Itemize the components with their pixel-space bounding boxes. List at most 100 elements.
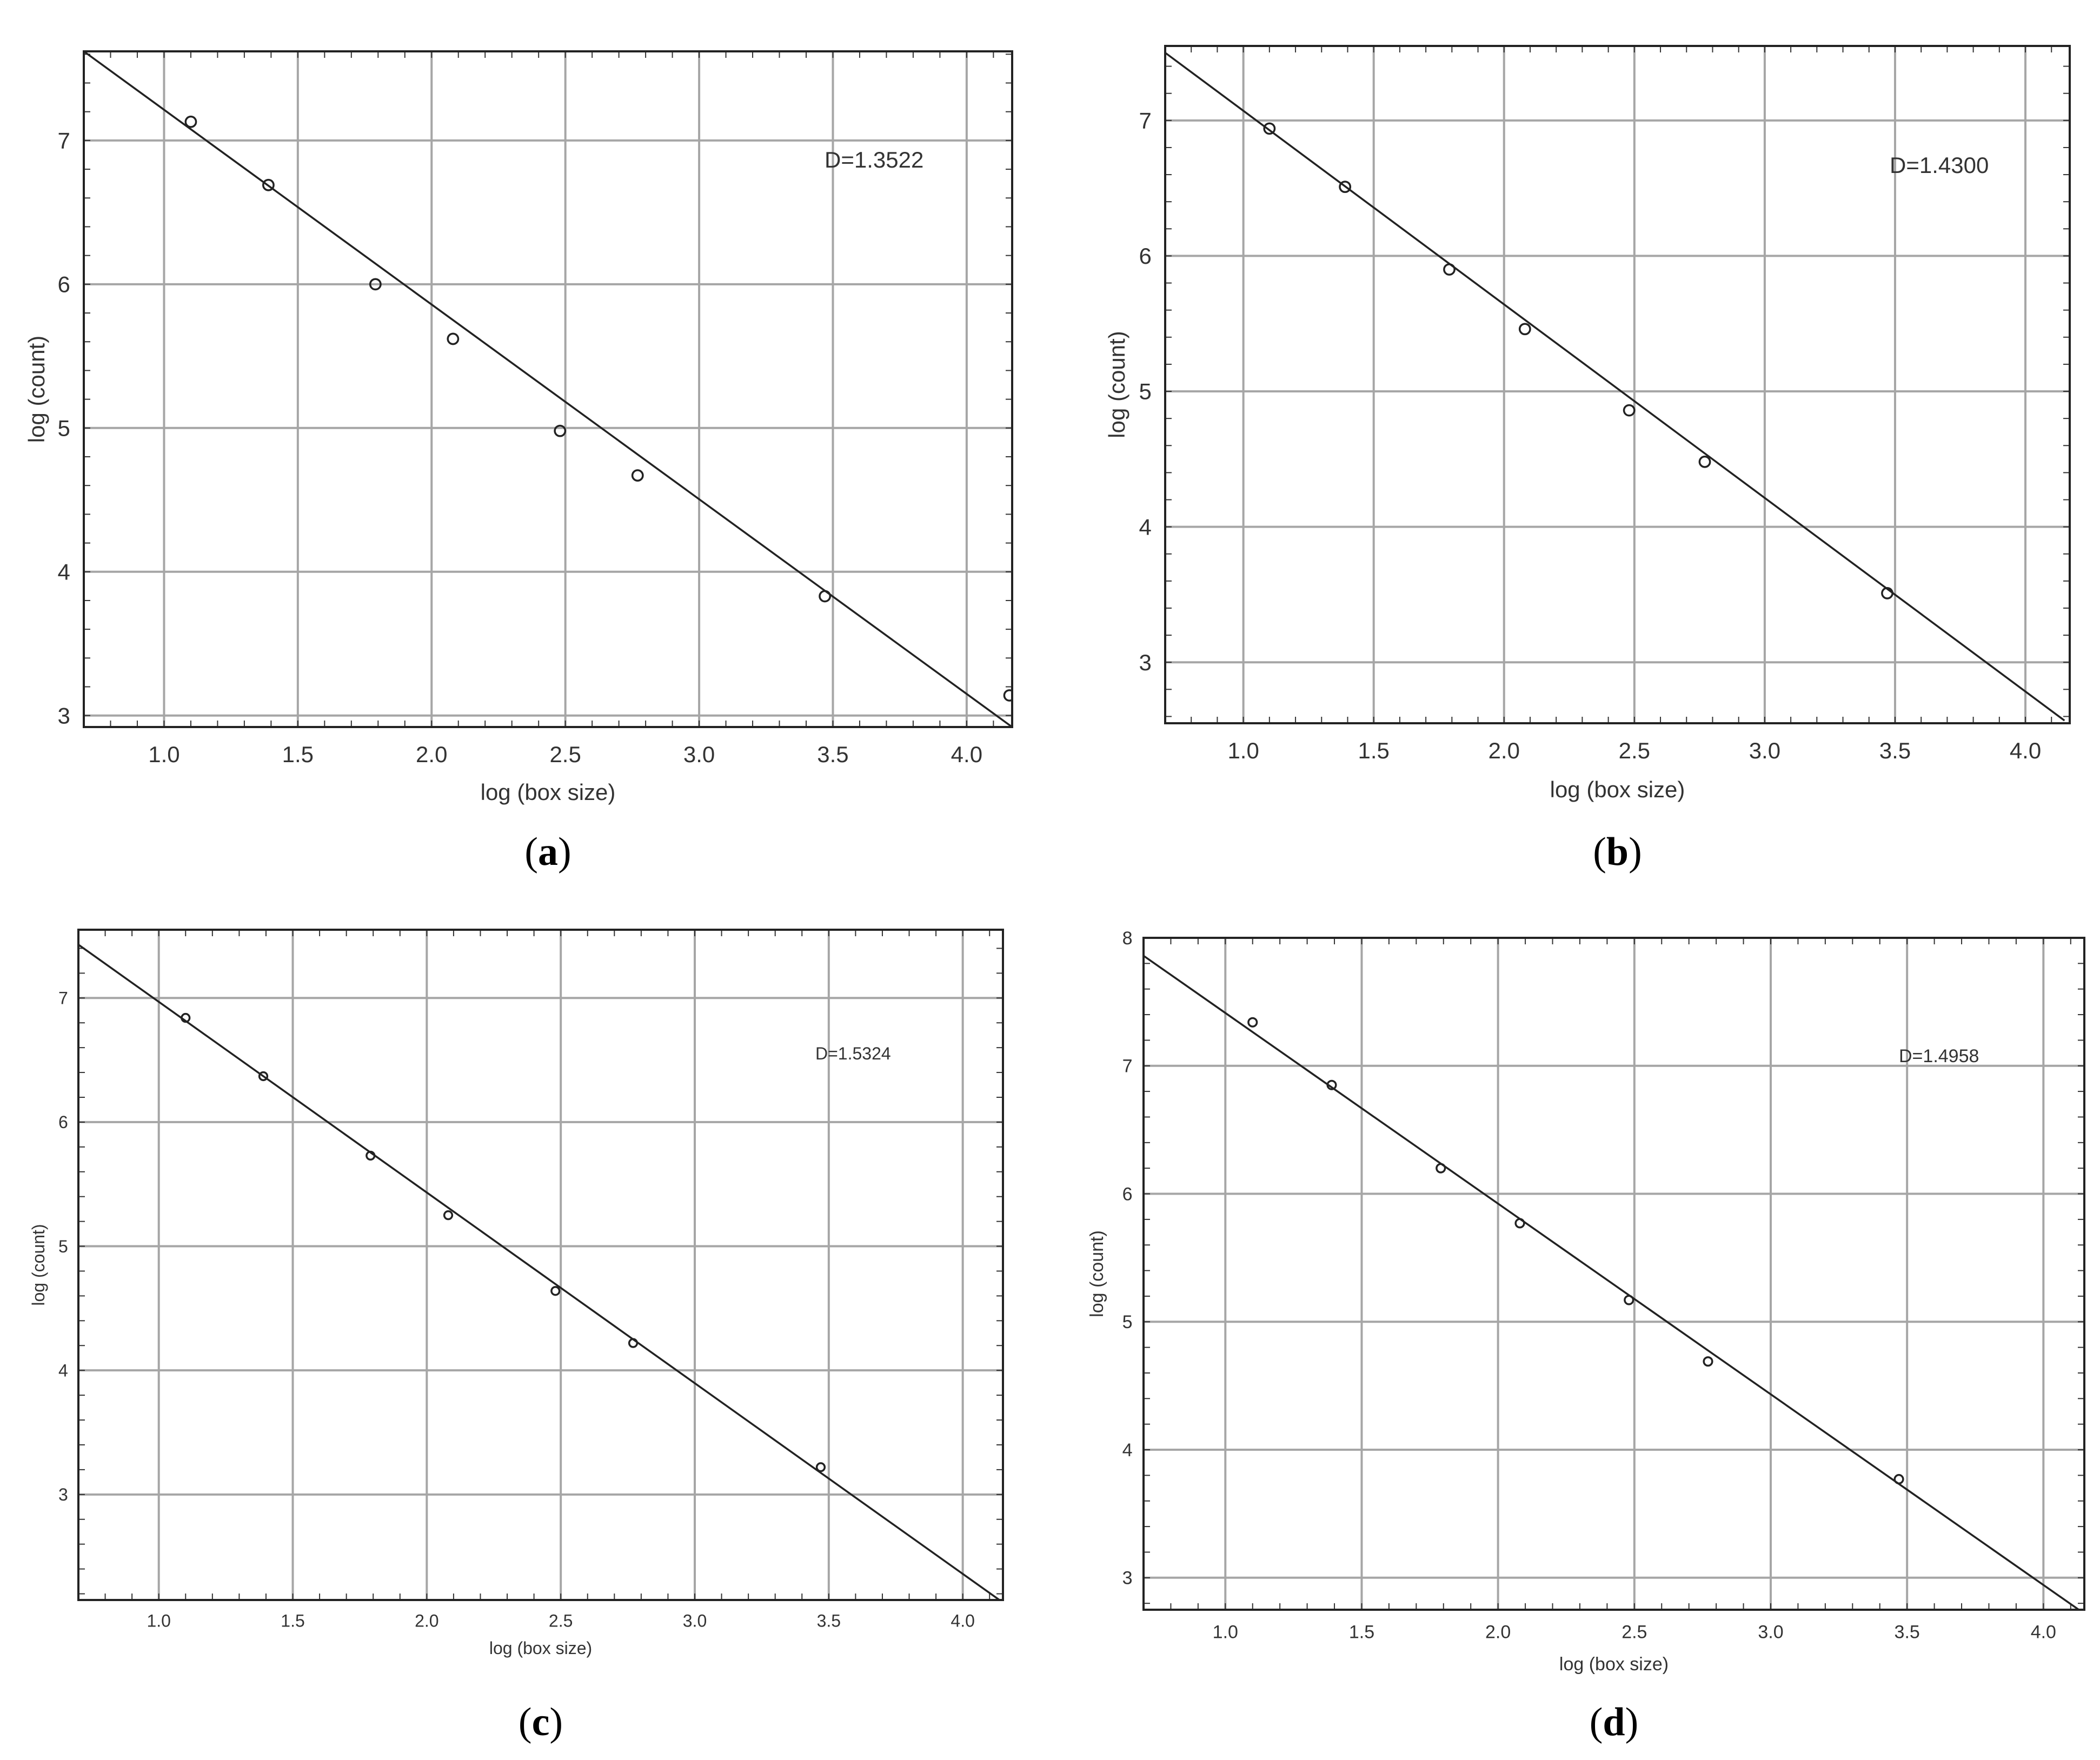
data-point xyxy=(1518,323,1531,336)
data-point xyxy=(819,590,832,603)
data-point xyxy=(1624,1295,1634,1305)
plot-frame xyxy=(1164,45,2071,724)
data-point xyxy=(369,278,382,291)
y-tick-label: 7 xyxy=(57,128,70,154)
y-tick-label: 4 xyxy=(1122,1440,1133,1461)
x-tick-label: 3.0 xyxy=(683,742,715,767)
regression-line xyxy=(1165,52,2065,722)
x-tick-label: 4.0 xyxy=(951,742,982,767)
y-tick-label: 5 xyxy=(58,1237,68,1256)
x-tick-label: 1.0 xyxy=(147,1611,170,1631)
y-tick-label: 4 xyxy=(1139,514,1151,539)
regression-line xyxy=(84,51,1012,727)
y-tick-label: 6 xyxy=(1139,243,1151,269)
y-tick-label: 4 xyxy=(58,1361,68,1380)
dimension-annotation: D=1.3522 xyxy=(825,147,923,172)
panel-letter: d xyxy=(1603,1700,1625,1744)
dimension-annotation: D=1.4300 xyxy=(1890,152,1989,178)
data-point xyxy=(1436,1163,1446,1174)
y-axis-title: log (count) xyxy=(1104,331,1129,438)
x-tick-label: 2.0 xyxy=(1485,1622,1511,1643)
x-tick-label: 1.0 xyxy=(148,742,180,767)
x-tick-label: 2.5 xyxy=(549,1611,573,1631)
x-tick-label: 1.5 xyxy=(1358,738,1390,763)
plot-frame xyxy=(83,50,1013,728)
y-tick-label: 3 xyxy=(58,1485,68,1504)
y-tick-label: 7 xyxy=(58,988,68,1008)
data-point xyxy=(628,1338,639,1348)
plot-area xyxy=(1165,46,2070,723)
x-tick-label: 1.5 xyxy=(1349,1622,1374,1643)
x-tick-label: 3.5 xyxy=(1879,738,1911,763)
x-axis-title: log (box size) xyxy=(1559,1654,1669,1675)
data-point xyxy=(184,115,197,128)
regression-line xyxy=(78,944,1001,1600)
x-tick-label: 3.5 xyxy=(817,742,848,767)
x-tick-label: 2.0 xyxy=(1488,738,1520,763)
panel-caption: (d) xyxy=(1590,1700,1638,1744)
panel-caption: (c) xyxy=(519,1700,563,1744)
y-tick-label: 5 xyxy=(1139,379,1151,404)
data-point xyxy=(447,332,460,345)
panel-caption: (a) xyxy=(524,830,571,874)
chart-panel-c: 1.0 1.5 2.0 2.5 3.0 3.5 4.0 3 4 5 6 7 D=1.5324 log (b… xyxy=(29,929,1004,1744)
data-point xyxy=(550,1286,561,1296)
data-point xyxy=(815,1462,826,1472)
x-axis-title: log (box size) xyxy=(481,779,616,805)
x-tick-label: 4.0 xyxy=(951,1611,974,1631)
regression-line xyxy=(1144,955,2081,1610)
y-tick-label: 6 xyxy=(58,1112,68,1132)
data-point xyxy=(1703,1356,1713,1367)
data-point xyxy=(554,424,567,437)
x-tick-label: 3.0 xyxy=(1749,738,1780,763)
y-axis-title: log (count) xyxy=(29,1224,48,1305)
y-tick-label: 5 xyxy=(1122,1312,1133,1332)
data-point xyxy=(258,1071,269,1082)
chart-panel-b: 1.0 1.5 2.0 2.5 3.0 3.5 4.0 3 4 5 6 7 D=1.4300 log (b… xyxy=(1104,45,2071,874)
plot-frame xyxy=(77,929,1004,1601)
y-tick-label: 3 xyxy=(57,703,70,728)
data-point xyxy=(181,1012,191,1023)
x-tick-label: 4.0 xyxy=(2031,1622,2056,1643)
x-tick-label: 3.5 xyxy=(1895,1622,1920,1643)
plot-area xyxy=(78,930,1003,1600)
x-tick-label: 3.0 xyxy=(683,1611,707,1631)
y-tick-label: 5 xyxy=(57,416,70,441)
x-tick-label: 2.5 xyxy=(549,742,581,767)
x-axis-title: log (box size) xyxy=(1550,777,1685,802)
x-tick-label: 1.0 xyxy=(1213,1622,1238,1643)
x-axis-title: log (box size) xyxy=(489,1638,592,1658)
data-point xyxy=(1247,1017,1258,1028)
data-point xyxy=(1326,1079,1337,1090)
plot-area xyxy=(1144,938,2084,1610)
data-point xyxy=(1893,1474,1904,1485)
y-tick-label: 4 xyxy=(57,559,70,584)
panel-letter: c xyxy=(532,1700,550,1744)
x-tick-label: 2.0 xyxy=(415,1611,438,1631)
y-tick-label: 8 xyxy=(1122,928,1133,949)
dimension-annotation: D=1.5324 xyxy=(815,1044,891,1063)
data-point xyxy=(631,469,644,482)
data-point xyxy=(1339,181,1352,194)
x-tick-label: 1.5 xyxy=(282,742,314,767)
data-point xyxy=(1881,587,1893,599)
y-tick-label: 3 xyxy=(1122,1568,1133,1589)
x-tick-label: 2.0 xyxy=(416,742,447,767)
data-point xyxy=(1003,689,1012,702)
dimension-annotation: D=1.4958 xyxy=(1899,1046,1979,1066)
x-tick-label: 2.5 xyxy=(1619,738,1650,763)
y-tick-label: 7 xyxy=(1139,108,1151,134)
data-point xyxy=(1514,1218,1525,1229)
data-point xyxy=(1623,404,1636,417)
data-point xyxy=(365,1150,376,1161)
x-tick-label: 3.0 xyxy=(1758,1622,1783,1643)
data-point xyxy=(443,1210,454,1221)
plot-frame xyxy=(1142,937,2085,1611)
chart-panel-d: 1.0 1.5 2.0 2.5 3.0 3.5 4.0 3 4 5 6 7 8 D=1.4958 log (… xyxy=(1087,928,2085,1744)
x-tick-label: 4.0 xyxy=(2010,738,2041,763)
y-tick-label: 6 xyxy=(1122,1184,1133,1204)
panel-letter: a xyxy=(538,830,558,874)
data-point xyxy=(1698,455,1711,468)
x-tick-label: 3.5 xyxy=(817,1611,841,1631)
